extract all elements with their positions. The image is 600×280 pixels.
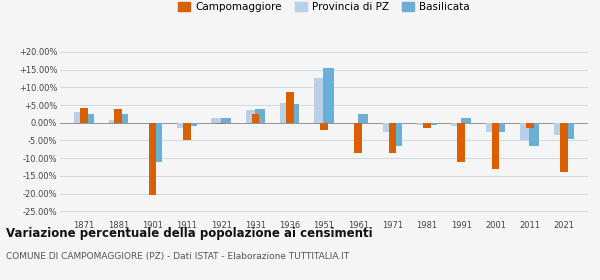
Bar <box>563 123 574 139</box>
Bar <box>389 123 397 153</box>
Bar <box>255 109 265 123</box>
Bar <box>289 104 299 123</box>
Bar <box>217 123 225 124</box>
Bar <box>149 123 157 195</box>
Bar <box>495 123 505 132</box>
Bar <box>529 123 539 146</box>
Bar <box>355 123 362 153</box>
Bar <box>423 123 431 128</box>
Bar <box>80 108 88 123</box>
Bar <box>187 123 197 125</box>
Legend: Campomaggiore, Provincia di PZ, Basilicata: Campomaggiore, Provincia di PZ, Basilica… <box>174 0 474 17</box>
Bar <box>417 123 427 125</box>
Bar <box>177 123 187 128</box>
Bar <box>358 114 368 123</box>
Bar <box>461 118 471 123</box>
Bar <box>74 112 85 123</box>
Text: COMUNE DI CAMPOMAGGIORE (PZ) - Dati ISTAT - Elaborazione TUTTITALIA.IT: COMUNE DI CAMPOMAGGIORE (PZ) - Dati ISTA… <box>6 252 349 261</box>
Bar <box>314 78 325 123</box>
Bar <box>457 123 465 162</box>
Bar <box>251 114 259 123</box>
Bar <box>183 123 191 141</box>
Bar <box>560 123 568 172</box>
Bar <box>427 123 437 125</box>
Bar <box>221 118 231 123</box>
Bar <box>286 92 293 123</box>
Bar <box>323 68 334 123</box>
Bar <box>451 123 461 126</box>
Bar <box>554 123 565 135</box>
Bar <box>526 123 533 128</box>
Bar <box>245 110 256 123</box>
Bar <box>152 123 163 162</box>
Bar <box>280 103 290 123</box>
Bar <box>115 109 122 123</box>
Bar <box>320 123 328 130</box>
Text: Variazione percentuale della popolazione ai censimenti: Variazione percentuale della popolazione… <box>6 227 373 240</box>
Bar <box>392 123 403 146</box>
Bar <box>211 118 221 123</box>
Bar <box>109 120 119 123</box>
Bar <box>491 123 499 169</box>
Bar <box>118 114 128 123</box>
Bar <box>485 123 496 132</box>
Bar <box>83 114 94 123</box>
Bar <box>383 123 393 132</box>
Bar <box>520 123 530 141</box>
